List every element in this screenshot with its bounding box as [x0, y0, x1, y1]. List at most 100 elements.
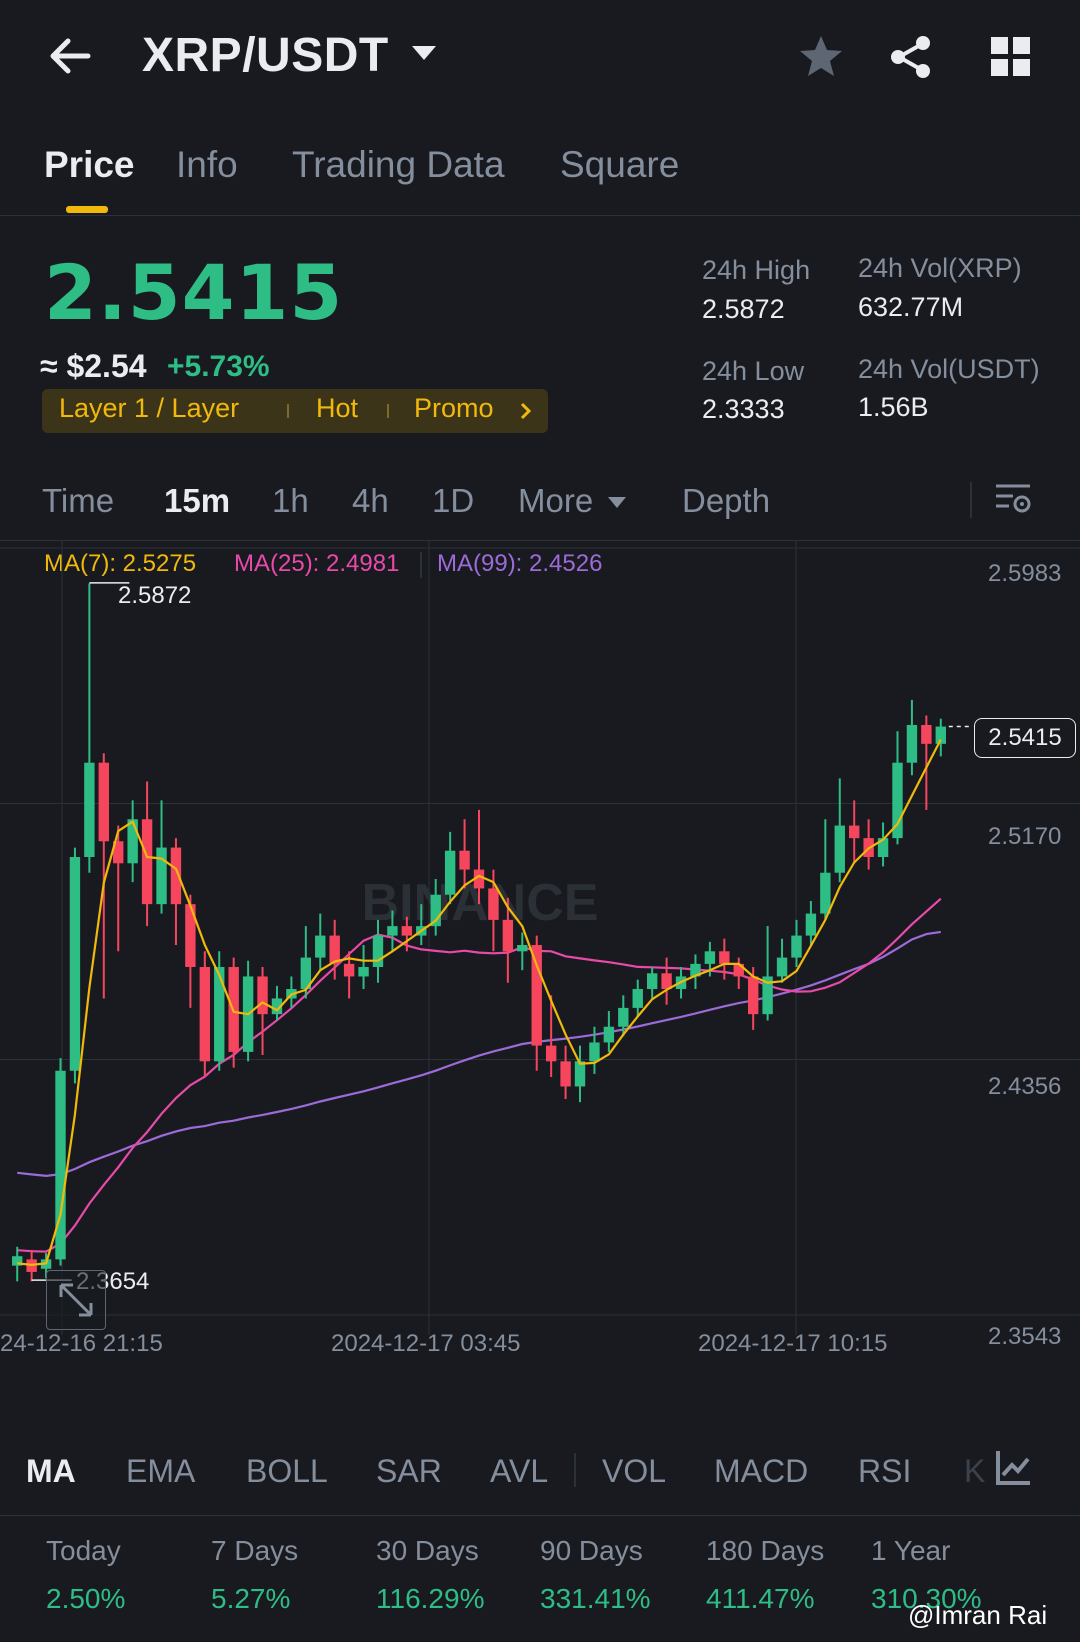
- candle: [141, 819, 153, 905]
- candle: [329, 935, 340, 964]
- candle: [820, 872, 831, 914]
- candle: [156, 847, 167, 905]
- candle: [98, 762, 109, 842]
- candle: [185, 904, 196, 968]
- candle: [661, 973, 672, 990]
- candle: [921, 724, 932, 744]
- candle: [199, 967, 211, 1062]
- top-bar: XRP/USDT: [0, 0, 1080, 120]
- indicator-ma[interactable]: MA: [26, 1453, 76, 1489]
- candle: [315, 935, 326, 958]
- approx-usd-price: ≈ $2.54: [40, 348, 147, 384]
- candle: [805, 913, 817, 936]
- candle: [387, 926, 398, 936]
- share-icon[interactable]: [886, 32, 936, 82]
- current-price-tag: 2.5415: [974, 718, 1076, 758]
- vol-xrp-label: 24h Vol(XRP): [858, 253, 1022, 283]
- vol-usdt-value: 1.56B: [858, 392, 929, 422]
- candle: [733, 963, 744, 977]
- candle: [257, 976, 268, 1015]
- price-change-percent: +5.73%: [167, 350, 270, 383]
- timeframe-1d[interactable]: 1D: [432, 482, 475, 519]
- candle: [343, 963, 355, 977]
- star-icon[interactable]: [796, 32, 846, 82]
- indicator-vol[interactable]: VOL: [602, 1453, 667, 1489]
- candle: [12, 1256, 23, 1266]
- low-value: 2.3333: [702, 394, 785, 424]
- candle: [271, 998, 283, 1015]
- timeframe-bar: Time 15m 1h 4h 1D More Depth: [0, 470, 1080, 541]
- ma99-legend: MA(99): 2.4526: [437, 550, 603, 577]
- tag-bar[interactable]: Layer 1 / Layer Hot Promo: [42, 389, 548, 433]
- timeframe-4h[interactable]: 4h: [352, 482, 389, 519]
- candle: [502, 919, 514, 952]
- tag-layer1[interactable]: Layer 1 / Layer: [59, 393, 240, 423]
- back-arrow-icon[interactable]: [44, 30, 96, 82]
- vol-usdt-label: 24h Vol(USDT): [858, 354, 1040, 384]
- tab-trading-data[interactable]: Trading Data: [292, 144, 505, 185]
- candle: [55, 1070, 66, 1260]
- time-axis-label: 24-12-16 21:15: [0, 1330, 163, 1357]
- tab-price[interactable]: Price: [44, 144, 135, 185]
- indicator-ema[interactable]: EMA: [126, 1453, 196, 1489]
- candle: [892, 762, 903, 839]
- perf-90d: 90 Days 331.41%: [540, 1535, 700, 1615]
- ma25-legend: MA(25): 2.4981: [234, 550, 400, 577]
- high-value: 2.5872: [702, 294, 785, 324]
- indicator-avl[interactable]: AVL: [490, 1453, 549, 1489]
- candle: [935, 726, 946, 744]
- perf-label: 90 Days: [540, 1535, 643, 1566]
- indicator-sar[interactable]: SAR: [376, 1453, 442, 1489]
- indicator-rsi[interactable]: RSI: [858, 1453, 912, 1489]
- candle: [776, 957, 788, 977]
- indicator-boll[interactable]: BOLL: [246, 1453, 328, 1489]
- timeframe-15m[interactable]: 15m: [164, 482, 231, 519]
- timeframe-more[interactable]: More: [518, 482, 594, 519]
- grid-menu-icon[interactable]: [986, 32, 1036, 82]
- fullscreen-button[interactable]: [46, 1270, 106, 1330]
- perf-1y: 1 Year 310.30%: [871, 1535, 1031, 1615]
- tag-promo[interactable]: Promo: [414, 393, 494, 423]
- pair-dropdown-icon[interactable]: [412, 46, 436, 60]
- ma7-line: [17, 738, 942, 1267]
- chart-settings-icon[interactable]: [993, 480, 1033, 520]
- tab-info[interactable]: Info: [176, 144, 238, 185]
- ma7-legend: MA(7): 2.5275: [44, 550, 197, 577]
- perf-30d: 30 Days 116.29%: [376, 1535, 536, 1615]
- timeframe-time[interactable]: Time: [42, 482, 115, 519]
- tag-separator: [387, 404, 389, 418]
- indicator-k[interactable]: K: [964, 1453, 986, 1489]
- perf-7d: 7 Days 5.27%: [211, 1535, 371, 1615]
- perf-value: 116.29%: [376, 1583, 485, 1614]
- timeframe-depth[interactable]: Depth: [682, 482, 771, 519]
- vol-xrp-value: 632.77M: [858, 292, 964, 322]
- tab-active-indicator: [66, 206, 108, 213]
- candle: [589, 1042, 600, 1062]
- perf-label: 7 Days: [211, 1535, 299, 1566]
- candle: [762, 976, 773, 1015]
- candle: [632, 989, 643, 1008]
- candle: [906, 724, 918, 763]
- candlestick-chart[interactable]: BINANCE: [0, 540, 1080, 1400]
- price-chart[interactable]: BINANCE 2.5983 2.5170 2.4356 2.3543 2.54…: [0, 540, 1080, 1400]
- indicator-bar: MA EMA BOLL SAR AVL VOL MACD RSI K: [0, 1425, 1080, 1516]
- ma25-line: [17, 897, 942, 1253]
- candle: [69, 857, 81, 1071]
- time-axis-label: 2024-12-17 03:45: [331, 1330, 521, 1357]
- perf-value: 411.47%: [706, 1583, 815, 1614]
- tab-square[interactable]: Square: [560, 144, 680, 185]
- candle: [877, 838, 889, 858]
- perf-label: 1 Year: [871, 1535, 951, 1566]
- indicator-macd[interactable]: MACD: [714, 1453, 809, 1489]
- candle: [560, 1061, 571, 1087]
- pair-title[interactable]: XRP/USDT: [142, 29, 389, 82]
- perf-value: 310.30%: [871, 1583, 982, 1614]
- timeframe-1h[interactable]: 1h: [272, 482, 309, 519]
- candle: [170, 847, 182, 905]
- more-dropdown-icon[interactable]: [608, 497, 626, 508]
- tag-hot[interactable]: Hot: [316, 393, 359, 423]
- ma25-polyline: [17, 897, 942, 1253]
- indicator-settings-icon[interactable]: [994, 1449, 1034, 1487]
- high-label: 24h High: [702, 255, 811, 285]
- perf-value: 5.27%: [211, 1583, 291, 1614]
